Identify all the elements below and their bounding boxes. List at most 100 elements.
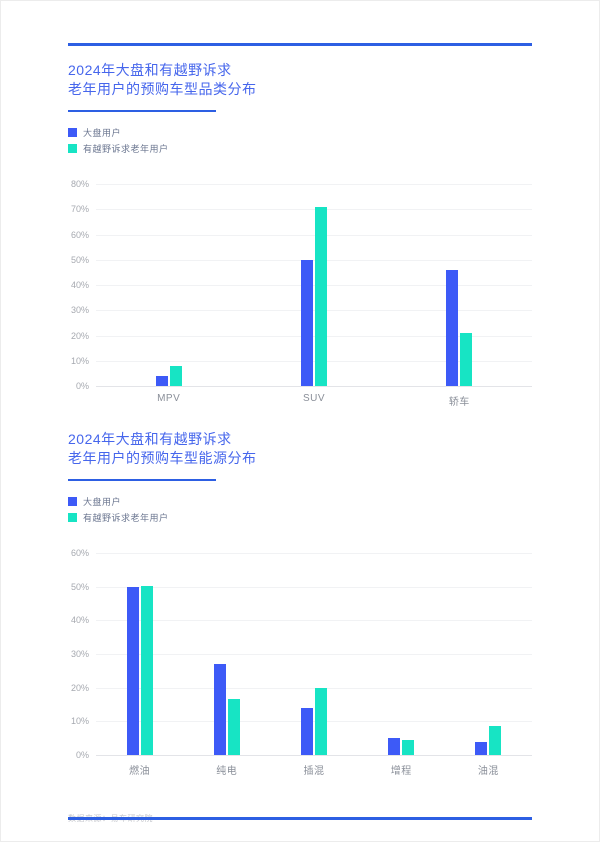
- gridline: [96, 335, 532, 337]
- gridline: [96, 234, 532, 236]
- chart-title-line2: 老年用户的预购车型品类分布: [68, 81, 257, 97]
- gridline: [96, 654, 532, 655]
- legend-item: 有越野诉求老年用户: [68, 511, 532, 523]
- bar-series-overall: [300, 259, 313, 386]
- y-axis-tick-label: 50%: [70, 254, 89, 265]
- y-axis-tick-label: 30%: [70, 649, 89, 659]
- bar-series-offroad: [314, 206, 327, 386]
- bar-group: [270, 553, 357, 755]
- y-axis-tick-label: 20%: [70, 682, 89, 693]
- bar-series-overall: [213, 664, 226, 755]
- legend: 大盘用户 有越野诉求老年用户: [68, 126, 532, 154]
- x-axis-spacer: [68, 756, 96, 777]
- x-axis-category-label: 油混: [477, 766, 499, 777]
- gridline: [96, 360, 532, 362]
- bar-series-overall: [475, 741, 488, 755]
- bar-series-offroad: [460, 332, 473, 386]
- y-axis: 0% 10% 20% 30% 40% 50% 60% 70% 80%: [68, 179, 96, 391]
- gridline: [96, 687, 532, 689]
- bar-group: [387, 184, 532, 386]
- bar-group: [241, 184, 386, 386]
- bar-group: [96, 553, 183, 755]
- title-underline: [68, 479, 216, 481]
- x-axis: 燃油 纯电 插混 增程 油混: [96, 756, 532, 777]
- y-axis-tick-label: 60%: [70, 548, 89, 558]
- legend-item: 大盘用户: [68, 495, 532, 507]
- legend-swatch-blue: [68, 496, 77, 506]
- title-underline: [68, 110, 216, 112]
- energy-bar-chart: 0% 10% 20% 30% 40% 50% 60% 燃油 纯电 插混 增程 油混: [68, 548, 532, 777]
- bar-series-offroad: [489, 726, 502, 755]
- chart-title-line1: 2024年大盘和有越野诉求: [68, 431, 232, 447]
- legend-item: 大盘用户: [68, 126, 532, 138]
- y-axis-tick-label: 0%: [75, 381, 89, 391]
- y-axis: 0% 10% 20% 30% 40% 50% 60%: [68, 548, 96, 760]
- y-axis-tick-label: 0%: [75, 750, 89, 760]
- bar-series-offroad: [169, 365, 182, 386]
- gridline: [96, 209, 532, 211]
- gridline: [96, 310, 532, 312]
- chart-title-line2: 老年用户的预购车型能源分布: [68, 450, 257, 466]
- chart-section-energy-distribution: 2024年大盘和有越野诉求 老年用户的预购车型能源分布 大盘用户 有越野诉求老年…: [68, 430, 532, 777]
- x-axis-category-label: 燃油: [129, 766, 151, 777]
- gridline: [96, 285, 532, 286]
- chart-title: 2024年大盘和有越野诉求 老年用户的预购车型能源分布: [68, 430, 532, 468]
- footer-rule: [68, 817, 532, 820]
- y-axis-tick-label: 30%: [70, 305, 89, 316]
- plot-area: [96, 184, 532, 387]
- bar-series-overall: [126, 586, 139, 755]
- legend-label: 大盘用户: [83, 127, 122, 138]
- x-axis-category-label: 轿车: [448, 397, 470, 408]
- y-axis-tick-label: 50%: [70, 581, 89, 592]
- legend-swatch-teal: [68, 512, 77, 522]
- bar-groups: [96, 553, 532, 755]
- legend-item: 有越野诉求老年用户: [68, 142, 532, 154]
- bar-series-offroad: [227, 699, 240, 755]
- chart-section-category-distribution: 2024年大盘和有越野诉求 老年用户的预购车型品类分布 大盘用户 有越野诉求老年…: [68, 61, 532, 408]
- y-axis-tick-label: 10%: [70, 355, 89, 366]
- y-axis-tick-label: 10%: [70, 716, 89, 727]
- gridline: [96, 721, 532, 723]
- x-axis-category-label: 纯电: [216, 766, 238, 777]
- y-axis-tick-label: 40%: [70, 615, 89, 626]
- legend-label: 有越野诉求老年用户: [83, 143, 169, 154]
- x-axis-category-label: MPV: [157, 393, 181, 404]
- x-axis-spacer: [68, 387, 96, 408]
- legend: 大盘用户 有越野诉求老年用户: [68, 495, 532, 523]
- gridline: [96, 184, 532, 185]
- legend-label: 大盘用户: [83, 496, 122, 507]
- bar-group: [96, 184, 241, 386]
- y-axis-tick-label: 40%: [70, 280, 89, 290]
- legend-swatch-blue: [68, 127, 77, 137]
- x-axis-category-label: SUV: [302, 393, 326, 404]
- bar-group: [183, 553, 270, 755]
- category-bar-chart: 0% 10% 20% 30% 40% 50% 60% 70% 80% MPV SUV 轿车: [68, 179, 532, 408]
- bar-series-offroad: [140, 585, 153, 755]
- x-axis: MPV SUV 轿车: [96, 387, 532, 408]
- bar-group: [445, 553, 532, 755]
- gridline: [96, 553, 532, 554]
- bar-series-overall: [446, 269, 459, 386]
- legend-label: 有越野诉求老年用户: [83, 512, 169, 523]
- y-axis-tick-label: 20%: [70, 330, 89, 341]
- chart-title: 2024年大盘和有越野诉求 老年用户的预购车型品类分布: [68, 61, 532, 99]
- bar-series-overall: [388, 738, 401, 755]
- gridline: [96, 259, 532, 261]
- y-axis-tick-label: 70%: [70, 204, 89, 215]
- legend-swatch-teal: [68, 143, 77, 153]
- chart-title-line1: 2024年大盘和有越野诉求: [68, 62, 232, 78]
- x-axis-category-label: 插混: [303, 766, 325, 777]
- bar-series-overall: [155, 375, 168, 386]
- bar-series-overall: [301, 707, 313, 755]
- plot-area: [96, 553, 532, 756]
- gridline: [96, 586, 532, 588]
- y-axis-tick-label: 60%: [70, 229, 89, 240]
- gridline: [96, 620, 532, 622]
- x-axis-category-label: 增程: [390, 766, 412, 777]
- bar-group: [358, 553, 445, 755]
- header-rule: [68, 43, 532, 46]
- y-axis-tick-label: 80%: [70, 179, 89, 189]
- bar-groups: [96, 184, 532, 386]
- bar-series-offroad: [315, 687, 327, 755]
